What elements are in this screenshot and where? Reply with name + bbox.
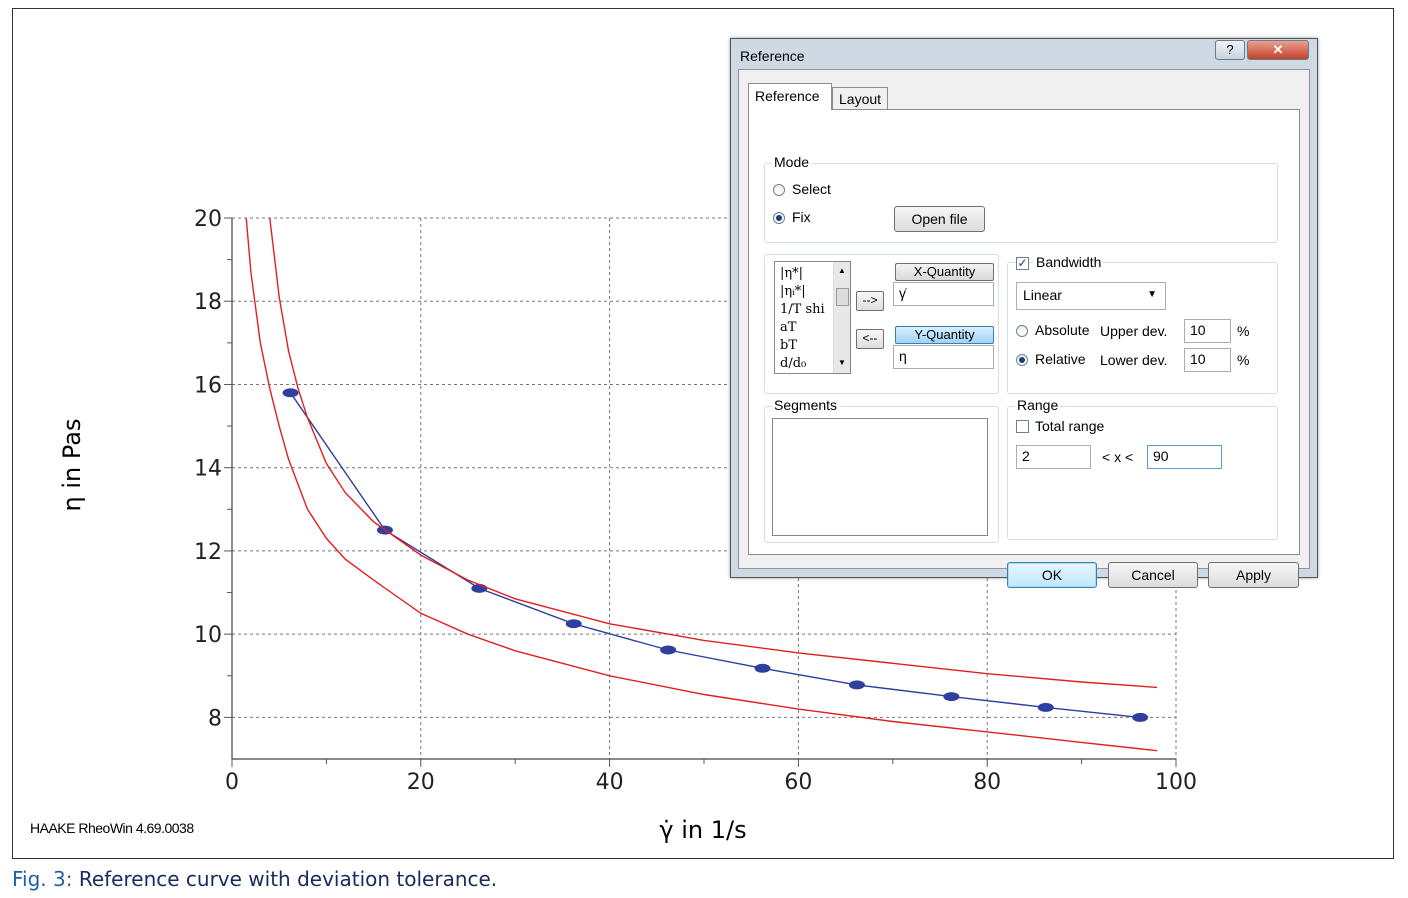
x-tick-label: 20	[407, 770, 435, 795]
tolerance-band-line	[269, 217, 1158, 689]
data-point	[1037, 702, 1054, 712]
segments-label: Segments	[772, 397, 840, 413]
y-quantity-button[interactable]: Y-Quantity	[895, 326, 994, 344]
x-tick-label: 80	[973, 770, 1001, 795]
x-tick-label: 100	[1155, 770, 1197, 795]
data-point	[282, 388, 299, 398]
x-tick-label: 40	[596, 770, 624, 795]
bandwidth-checkbox[interactable]: ✓	[1016, 256, 1029, 270]
quantity-list-item[interactable]: |η*|	[780, 266, 804, 281]
bandwidth-label: Bandwidth	[1034, 254, 1104, 270]
quantity-list[interactable]: |η*| |ηᵢ*| 1/T shi aT bT d/d₀ ▲ ▼	[774, 261, 851, 374]
tab-layout[interactable]: Layout	[832, 87, 888, 109]
y-quantity-field[interactable]: η	[893, 345, 994, 369]
figure-frame	[12, 8, 1394, 859]
caption-label: Fig. 3:	[12, 867, 73, 891]
measured-series-line	[289, 392, 1141, 719]
chart-series	[245, 217, 1158, 752]
cancel-button[interactable]: Cancel	[1108, 562, 1198, 588]
figure-caption: Fig. 3: Reference curve with deviation t…	[12, 867, 497, 891]
y-axis-title: η in Pas	[58, 419, 86, 512]
select-radio[interactable]	[773, 184, 785, 196]
reference-tab-page: Mode Select Fix Open file |η*| |ηᵢ*| 1/T s…	[748, 109, 1300, 555]
lower-dev-label: Lower dev.	[1100, 352, 1168, 368]
y-tick-label: 10	[194, 623, 222, 648]
data-point	[848, 680, 865, 690]
data-point	[565, 619, 582, 629]
upper-dev-unit: %	[1237, 323, 1250, 339]
fix-radio[interactable]	[773, 212, 785, 224]
quantity-list-item[interactable]: d/d₀	[780, 356, 807, 371]
dialog-body: Reference Layout Mode Select Fix Open fi…	[738, 69, 1310, 588]
range-min-field[interactable]: 2	[1016, 445, 1091, 469]
scroll-up-icon[interactable]: ▲	[838, 266, 846, 275]
scale-value: Linear	[1023, 287, 1062, 303]
x-quantity-field[interactable]: γ̇	[893, 282, 994, 306]
fix-label: Fix	[792, 209, 811, 225]
x-axis-title: γ̇ in 1/s	[659, 816, 746, 844]
quantity-list-item[interactable]: 1/T shi	[780, 302, 825, 317]
x-tick-label: 60	[784, 770, 812, 795]
data-point	[754, 663, 771, 673]
range-between-label: < x <	[1102, 449, 1134, 465]
quantity-list-item[interactable]: |ηᵢ*|	[780, 284, 806, 299]
y-tick-label: 12	[194, 540, 222, 565]
ok-button[interactable]: OK	[1007, 562, 1097, 588]
tab-reference[interactable]: Reference	[748, 83, 832, 110]
scroll-thumb[interactable]	[836, 288, 849, 306]
range-max-field[interactable]: 90	[1147, 445, 1222, 469]
caption-text: Reference curve with deviation tolerance…	[72, 867, 498, 891]
total-range-label: Total range	[1035, 418, 1105, 434]
y-tick-label: 8	[208, 706, 222, 731]
quantity-group: |η*| |ηᵢ*| 1/T shi aT bT d/d₀ ▲ ▼ --> <-- X-Q…	[764, 254, 999, 394]
software-version: HAAKE RheoWin 4.69.0038	[30, 820, 194, 836]
segments-list[interactable]	[772, 418, 988, 536]
chevron-down-icon: ▼	[1147, 289, 1157, 300]
open-file-button[interactable]: Open file	[894, 206, 985, 232]
data-point	[943, 692, 960, 702]
scale-select[interactable]: Linear ▼	[1016, 282, 1166, 310]
close-button[interactable]: ✕	[1247, 40, 1309, 60]
segments-group: Segments	[764, 397, 999, 543]
select-label: Select	[792, 181, 831, 197]
reference-dialog: Reference ? ✕ Reference Layout Mode Sele…	[730, 38, 1318, 588]
lower-dev-unit: %	[1237, 352, 1250, 368]
x-tick-label: 0	[225, 770, 239, 795]
data-point	[660, 645, 677, 655]
relative-radio[interactable]	[1016, 354, 1028, 366]
y-tick-label: 14	[194, 457, 222, 482]
quantity-list-item[interactable]: bT	[780, 338, 797, 353]
range-label: Range	[1015, 397, 1061, 413]
chart-ticks: 0 20 40 60 80 100 8 10 12 14 16 18 20	[194, 207, 1197, 795]
range-group: Range Total range 2 < x < 90	[1007, 397, 1278, 540]
add-quantity-button[interactable]: -->	[856, 291, 884, 311]
mode-group: Mode Select Fix Open file	[764, 154, 1278, 243]
lower-dev-field[interactable]: 10	[1184, 348, 1231, 372]
help-button[interactable]: ?	[1215, 40, 1245, 60]
scroll-down-icon[interactable]: ▼	[838, 358, 846, 367]
upper-dev-field[interactable]: 10	[1184, 319, 1231, 343]
total-range-checkbox[interactable]	[1016, 420, 1029, 433]
absolute-label: Absolute	[1035, 322, 1090, 338]
y-tick-label: 16	[194, 373, 222, 398]
apply-button[interactable]: Apply	[1208, 562, 1299, 588]
absolute-radio[interactable]	[1016, 325, 1028, 337]
remove-quantity-button[interactable]: <--	[856, 329, 884, 349]
y-tick-label: 20	[194, 207, 222, 232]
relative-label: Relative	[1035, 351, 1086, 367]
quantity-list-item[interactable]: aT	[780, 320, 797, 335]
mode-label: Mode	[772, 154, 812, 170]
y-tick-label: 18	[194, 290, 222, 315]
dialog-title: Reference	[740, 48, 805, 64]
upper-dev-label: Upper dev.	[1100, 323, 1168, 339]
tolerance-band-line	[245, 217, 1158, 752]
bandwidth-group: ✓ Bandwidth Linear ▼ Absolute Upper dev.…	[1007, 254, 1278, 394]
x-quantity-button[interactable]: X-Quantity	[895, 263, 994, 281]
data-point	[1132, 712, 1149, 722]
quantity-list-scrollbar[interactable]: ▲ ▼	[833, 262, 850, 373]
